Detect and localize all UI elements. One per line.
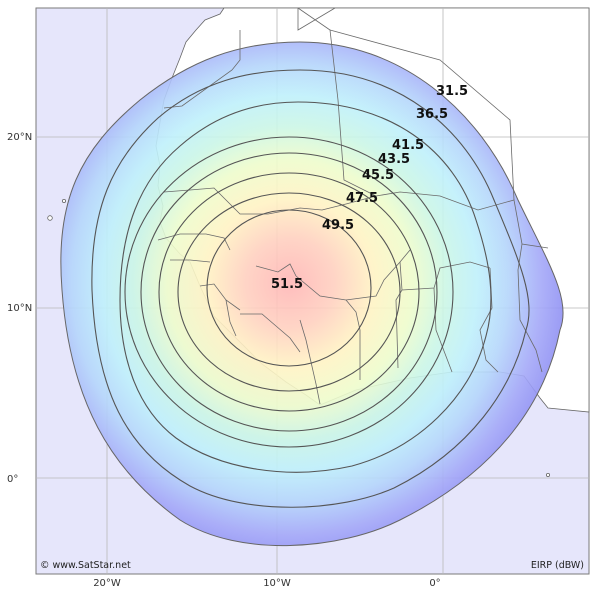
- beam-footprint: [60, 41, 564, 546]
- lon-label-20w: 20°W: [93, 578, 121, 589]
- contour-36-5: [119, 101, 492, 473]
- contour-47-5: [177, 192, 401, 392]
- latitude-labels: 20°N 10°N 0°: [7, 132, 32, 485]
- lat-label-20n: 20°N: [7, 132, 32, 143]
- longitude-labels: 20°W 10°W 0°: [93, 578, 441, 589]
- lon-label-10w: 10°W: [263, 578, 291, 589]
- contour-label-47-5: 47.5: [346, 191, 378, 206]
- contour-label-51-5: 51.5: [271, 277, 303, 292]
- lon-label-0: 0°: [429, 578, 440, 589]
- lat-label-0: 0°: [7, 474, 18, 485]
- contour-labels: 31.5 36.5 41.5 43.5 45.5 47.5 49.5 51.5: [271, 84, 468, 292]
- contour-label-31-5: 31.5: [436, 84, 468, 99]
- contour-label-49-5: 49.5: [322, 218, 354, 233]
- credit-text: © www.SatStar.net: [40, 560, 131, 571]
- contour-label-45-5: 45.5: [362, 168, 394, 183]
- lat-label-10n: 10°N: [7, 303, 32, 314]
- contour-label-43-5: 43.5: [378, 152, 410, 167]
- contour-label-36-5: 36.5: [416, 107, 448, 122]
- eirp-contours: [91, 69, 530, 508]
- units-label: EIRP (dBW): [531, 560, 584, 571]
- contour-45-5: [158, 172, 420, 412]
- country-borders: [157, 7, 549, 405]
- contour-31-5: [91, 69, 530, 508]
- contour-label-41-5: 41.5: [392, 138, 424, 153]
- contour-41-5: [124, 136, 454, 448]
- contour-43-5: [140, 152, 438, 432]
- contour-49-5: [206, 209, 372, 367]
